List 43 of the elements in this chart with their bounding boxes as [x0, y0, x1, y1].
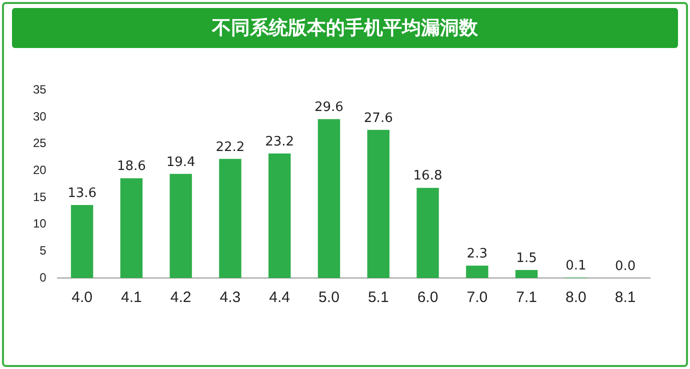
bar	[367, 130, 390, 278]
y-tick-label: 15	[32, 190, 47, 204]
y-tick-label: 25	[32, 136, 47, 150]
x-tick-label: 8.0	[565, 289, 586, 306]
bar	[268, 154, 291, 278]
bar	[170, 174, 192, 278]
y-tick-label: 0	[40, 270, 47, 284]
data-label: 22.2	[216, 140, 245, 155]
x-tick-label: 5.1	[368, 289, 389, 306]
x-tick-label: 7.0	[466, 289, 488, 306]
x-tick-label: 4.4	[269, 289, 290, 306]
x-tick-label: 4.0	[72, 289, 92, 306]
data-label: 13.6	[68, 186, 97, 201]
x-tick-label: 7.1	[516, 289, 537, 306]
data-label: 0.0	[614, 258, 636, 274]
data-label: 0.1	[566, 258, 586, 274]
data-label: 23.2	[265, 134, 294, 150]
data-label: 29.6	[314, 100, 344, 116]
y-tick-label: 10	[32, 216, 47, 231]
bar	[466, 266, 488, 278]
y-tick-label: 35	[32, 82, 47, 97]
data-label: 18.6	[116, 159, 146, 174]
x-tick-label: 6.0	[417, 289, 438, 306]
bar	[70, 205, 94, 278]
x-tick-label: 4.2	[170, 289, 192, 306]
y-tick-label: 30	[32, 109, 47, 124]
chart-title: 不同系统版本的手机平均漏洞数	[12, 8, 678, 48]
data-label: 27.6	[364, 110, 393, 126]
bar	[120, 178, 143, 278]
data-label: 16.8	[413, 168, 442, 184]
data-label: 2.3	[466, 246, 488, 262]
data-label: 1.5	[516, 250, 537, 266]
bar	[515, 270, 538, 278]
x-tick-label: 8.1	[614, 289, 636, 306]
x-tick-label: 5.0	[318, 289, 340, 306]
y-tick-label: 20	[32, 163, 47, 177]
bar	[318, 119, 340, 278]
bar	[219, 158, 242, 278]
x-tick-label: 4.3	[220, 289, 241, 306]
y-tick-label: 5	[40, 243, 47, 258]
x-tick-label: 4.1	[121, 289, 142, 306]
bar	[416, 188, 439, 278]
data-label: 19.4	[166, 154, 196, 170]
